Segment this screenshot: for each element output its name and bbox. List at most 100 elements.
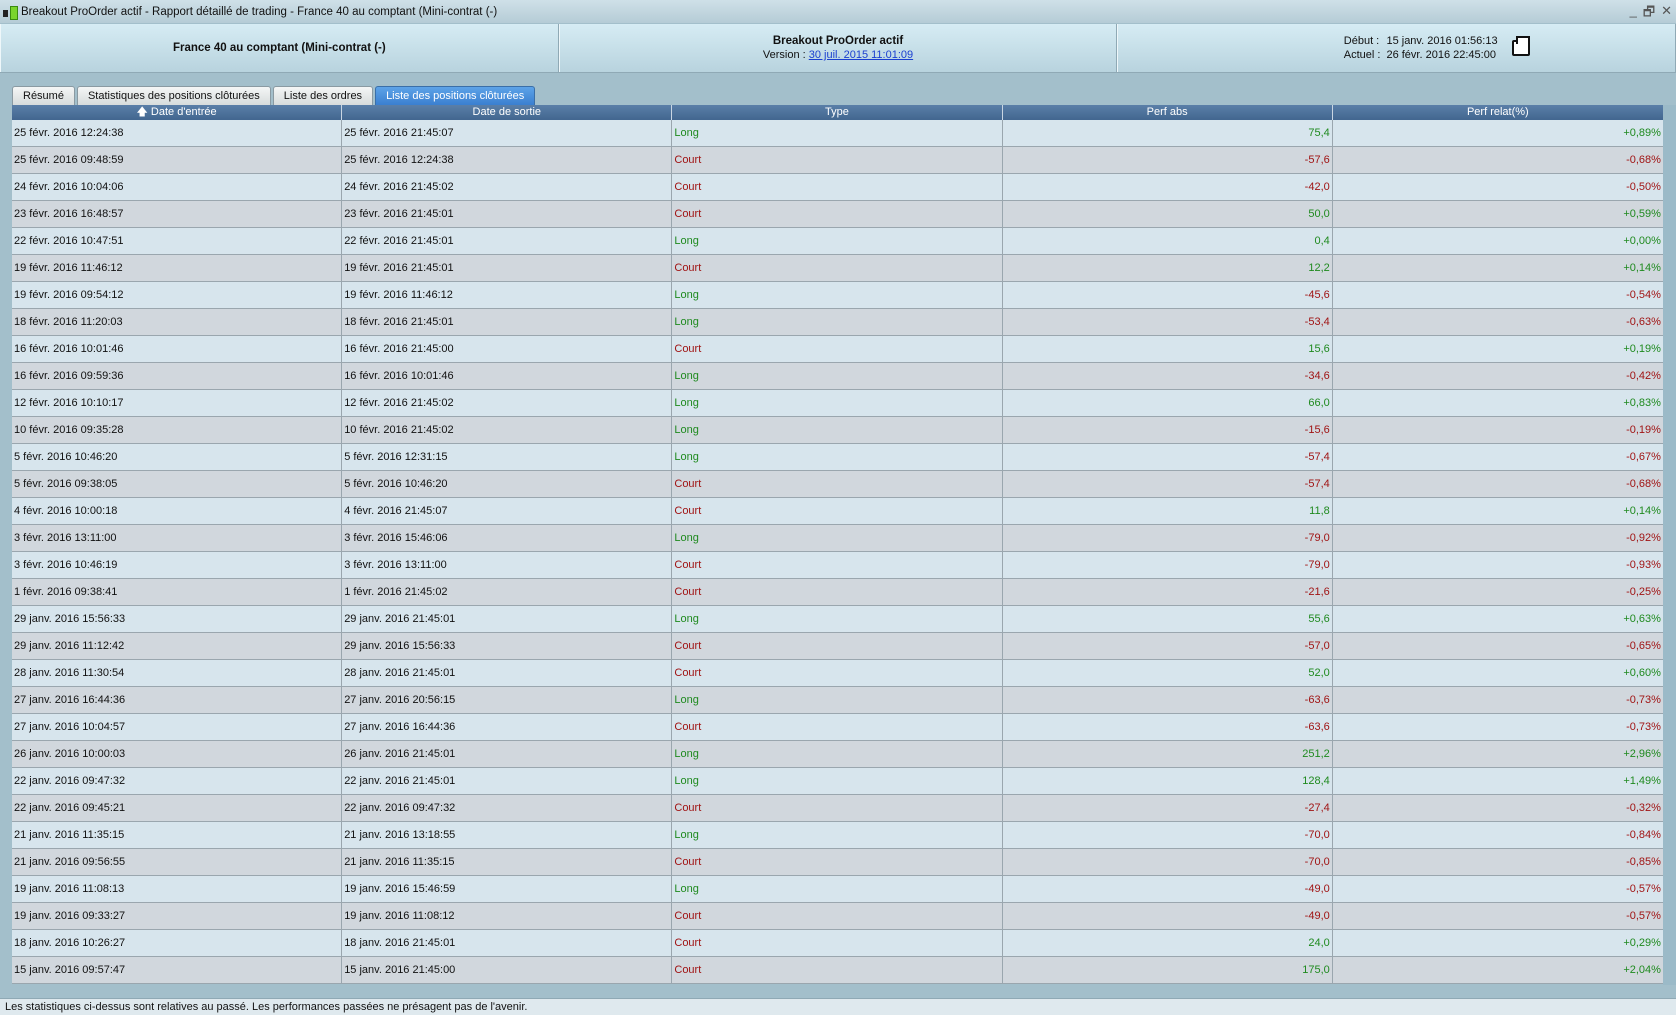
perf-abs-cell: -15,6 xyxy=(1003,417,1333,443)
type-cell: Long xyxy=(672,390,1003,416)
column-header-entry-date[interactable]: 🡅 Date d'entrée xyxy=(12,105,343,120)
table-row[interactable]: 28 janv. 2016 11:30:54 28 janv. 2016 21:4… xyxy=(12,660,1663,687)
table-row[interactable]: 16 févr. 2016 10:01:46 16 févr. 2016 21:4… xyxy=(12,336,1663,363)
perf-abs-cell: 52,0 xyxy=(1003,660,1333,686)
table-row[interactable]: 25 févr. 2016 09:48:59 25 févr. 2016 12:2… xyxy=(12,147,1663,174)
perf-abs-cell: -57,6 xyxy=(1003,147,1333,173)
table-row[interactable]: 27 janv. 2016 16:44:36 27 janv. 2016 20:5… xyxy=(12,687,1663,714)
perf-abs-cell: 12,2 xyxy=(1003,255,1333,281)
type-cell: Court xyxy=(672,552,1003,578)
table-row[interactable]: 26 janv. 2016 10:00:03 26 janv. 2016 21:4… xyxy=(12,741,1663,768)
type-cell: Court xyxy=(672,957,1003,983)
type-cell: Court xyxy=(672,930,1003,956)
type-cell: Court xyxy=(672,471,1003,497)
exit-date-cell: 18 janv. 2016 21:45:01 xyxy=(342,930,673,956)
table-row[interactable]: 3 févr. 2016 13:11:00 3 févr. 2016 15:46:… xyxy=(12,525,1663,552)
table-row[interactable]: 21 janv. 2016 09:56:55 21 janv. 2016 11:3… xyxy=(12,849,1663,876)
table-row[interactable]: 5 févr. 2016 10:46:20 5 févr. 2016 12:31:… xyxy=(12,444,1663,471)
type-cell: Long xyxy=(672,822,1003,848)
table-row[interactable]: 19 févr. 2016 11:46:12 19 févr. 2016 21:4… xyxy=(12,255,1663,282)
table-row[interactable]: 16 févr. 2016 09:59:36 16 févr. 2016 10:0… xyxy=(12,363,1663,390)
closed-positions-table: 🡅 Date d'entrée Date de sortie Type Perf… xyxy=(12,105,1663,984)
perf-rel-cell: -0,42% xyxy=(1626,370,1661,382)
table-row[interactable]: 19 janv. 2016 11:08:13 19 janv. 2016 15:4… xyxy=(12,876,1663,903)
exit-date-cell: 28 janv. 2016 21:45:01 xyxy=(342,660,673,686)
close-icon[interactable]: ✕ xyxy=(1661,3,1672,18)
table-row[interactable]: 22 janv. 2016 09:45:21 22 janv. 2016 09:4… xyxy=(12,795,1663,822)
exit-date-cell: 22 févr. 2016 21:45:01 xyxy=(342,228,673,254)
type-cell: Court xyxy=(672,849,1003,875)
table-row[interactable]: 22 janv. 2016 09:47:32 22 janv. 2016 21:4… xyxy=(12,768,1663,795)
table-row[interactable]: 10 févr. 2016 09:35:28 10 févr. 2016 21:4… xyxy=(12,417,1663,444)
current-label: Actuel : xyxy=(1343,49,1381,61)
column-header-type[interactable]: Type xyxy=(672,105,1003,120)
table-row[interactable]: 24 févr. 2016 10:04:06 24 févr. 2016 21:4… xyxy=(12,174,1663,201)
entry-date-cell: 28 janv. 2016 11:30:54 xyxy=(12,660,343,686)
perf-abs-cell: -34,6 xyxy=(1003,363,1333,389)
title-bar: Breakout ProOrder actif - Rapport détail… xyxy=(0,0,1676,23)
perf-abs-cell: -63,6 xyxy=(1003,687,1333,713)
perf-rel-cell: +0,19% xyxy=(1623,343,1661,355)
entry-date-cell: 25 févr. 2016 12:24:38 xyxy=(12,120,343,146)
tab-orders[interactable]: Liste des ordres xyxy=(272,86,374,105)
entry-date-cell: 5 févr. 2016 09:38:05 xyxy=(12,471,343,497)
table-row[interactable]: 1 févr. 2016 09:38:41 1 févr. 2016 21:45:… xyxy=(12,579,1663,606)
type-cell: Court xyxy=(672,660,1003,686)
entry-date-cell: 4 févr. 2016 10:00:18 xyxy=(12,498,343,524)
type-cell: Court xyxy=(672,633,1003,659)
table-row[interactable]: 15 janv. 2016 09:57:47 15 janv. 2016 21:4… xyxy=(12,957,1663,984)
perf-rel-cell: -0,54% xyxy=(1626,289,1661,301)
exit-date-cell: 1 févr. 2016 21:45:02 xyxy=(342,579,673,605)
entry-date-cell: 19 févr. 2016 11:46:12 xyxy=(12,255,343,281)
perf-rel-cell: -0,32% xyxy=(1626,802,1661,814)
print-icon[interactable] xyxy=(1511,36,1530,56)
perf-rel-cell: +0,63% xyxy=(1623,613,1661,625)
start-label: Début : xyxy=(1343,35,1380,47)
exit-date-cell: 5 févr. 2016 10:46:20 xyxy=(342,471,673,497)
type-cell: Long xyxy=(672,309,1003,335)
perf-abs-cell: -63,6 xyxy=(1003,714,1333,740)
tab-statistics[interactable]: Statistiques des positions clôturées xyxy=(76,86,271,105)
tab-resume[interactable]: Résumé xyxy=(12,86,75,105)
type-cell: Court xyxy=(672,579,1003,605)
table-row[interactable]: 23 févr. 2016 16:48:57 23 févr. 2016 21:4… xyxy=(12,201,1663,228)
perf-rel-cell: +1,49% xyxy=(1623,775,1661,787)
perf-abs-cell: -57,4 xyxy=(1003,444,1333,470)
exit-date-cell: 19 févr. 2016 11:46:12 xyxy=(342,282,673,308)
perf-abs-cell: -53,4 xyxy=(1003,309,1333,335)
exit-date-cell: 22 janv. 2016 09:47:32 xyxy=(342,795,673,821)
perf-rel-cell: -0,73% xyxy=(1626,694,1661,706)
table-row[interactable]: 27 janv. 2016 10:04:57 27 janv. 2016 16:4… xyxy=(12,714,1663,741)
column-header-perf-rel[interactable]: Perf relat(%) xyxy=(1466,106,1529,118)
column-header-perf-abs[interactable]: Perf abs xyxy=(1003,105,1333,120)
perf-abs-cell: -45,6 xyxy=(1003,282,1333,308)
table-row[interactable]: 18 févr. 2016 11:20:03 18 févr. 2016 21:4… xyxy=(12,309,1663,336)
exit-date-cell: 23 févr. 2016 21:45:01 xyxy=(342,201,673,227)
perf-rel-cell: -0,85% xyxy=(1626,856,1661,868)
table-row[interactable]: 29 janv. 2016 11:12:42 29 janv. 2016 15:5… xyxy=(12,633,1663,660)
entry-date-cell: 29 janv. 2016 15:56:33 xyxy=(12,606,343,632)
table-row[interactable]: 5 févr. 2016 09:38:05 5 févr. 2016 10:46:… xyxy=(12,471,1663,498)
table-row[interactable]: 3 févr. 2016 10:46:19 3 févr. 2016 13:11:… xyxy=(12,552,1663,579)
version-link[interactable]: 30 juil. 2015 11:01:09 xyxy=(808,49,914,61)
minimize-icon[interactable]: _ xyxy=(1629,3,1637,18)
table-row[interactable]: 18 janv. 2016 10:26:27 18 janv. 2016 21:4… xyxy=(12,930,1663,957)
column-header-exit-date[interactable]: Date de sortie xyxy=(342,105,673,120)
exit-date-cell: 5 févr. 2016 12:31:15 xyxy=(342,444,673,470)
entry-date-cell: 22 févr. 2016 10:47:51 xyxy=(12,228,343,254)
type-cell: Long xyxy=(672,606,1003,632)
type-cell: Long xyxy=(672,525,1003,551)
table-row[interactable]: 25 févr. 2016 12:24:38 25 févr. 2016 21:4… xyxy=(12,120,1663,147)
table-row[interactable]: 22 févr. 2016 10:47:51 22 févr. 2016 21:4… xyxy=(12,228,1663,255)
tab-closed-positions[interactable]: Liste des positions clôturées xyxy=(375,86,536,105)
type-cell: Long xyxy=(672,876,1003,902)
scrollbar[interactable] xyxy=(1663,105,1676,985)
table-row[interactable]: 12 févr. 2016 10:10:17 12 févr. 2016 21:4… xyxy=(12,390,1663,417)
table-row[interactable]: 29 janv. 2016 15:56:33 29 janv. 2016 21:4… xyxy=(12,606,1663,633)
table-row[interactable]: 21 janv. 2016 11:35:15 21 janv. 2016 13:1… xyxy=(12,822,1663,849)
restore-icon[interactable]: 🗗 xyxy=(1642,4,1656,19)
table-row[interactable]: 4 févr. 2016 10:00:18 4 févr. 2016 21:45:… xyxy=(12,498,1663,525)
perf-rel-cell: +0,14% xyxy=(1623,262,1661,274)
table-row[interactable]: 19 janv. 2016 09:33:27 19 janv. 2016 11:0… xyxy=(12,903,1663,930)
table-row[interactable]: 19 févr. 2016 09:54:12 19 févr. 2016 11:4… xyxy=(12,282,1663,309)
